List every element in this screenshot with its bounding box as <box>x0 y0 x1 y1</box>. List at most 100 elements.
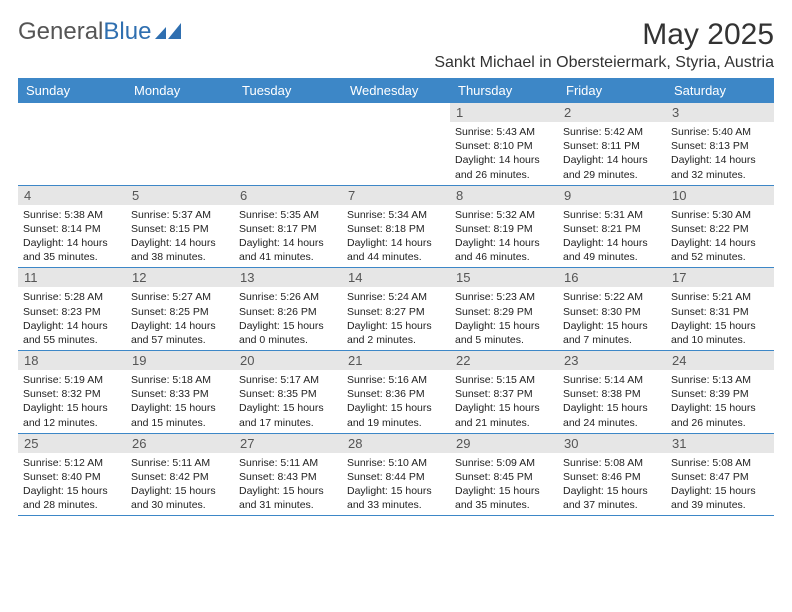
day-cell: 1Sunrise: 5:43 AMSunset: 8:10 PMDaylight… <box>450 103 558 185</box>
day-number: 7 <box>342 186 450 205</box>
sunrise-text: Sunrise: 5:14 AM <box>563 373 661 387</box>
day-cell: 20Sunrise: 5:17 AMSunset: 8:35 PMDayligh… <box>234 351 342 433</box>
sunrise-text: Sunrise: 5:21 AM <box>671 290 769 304</box>
daylight-text: Daylight: 14 hours and 46 minutes. <box>455 236 553 264</box>
brand-part2: Blue <box>103 18 151 46</box>
week-row: 4Sunrise: 5:38 AMSunset: 8:14 PMDaylight… <box>18 186 774 269</box>
weekday-header-row: Sunday Monday Tuesday Wednesday Thursday… <box>18 78 774 103</box>
daylight-text: Daylight: 14 hours and 32 minutes. <box>671 153 769 181</box>
daylight-text: Daylight: 14 hours and 41 minutes. <box>239 236 337 264</box>
sunset-text: Sunset: 8:15 PM <box>131 222 229 236</box>
day-info: Sunrise: 5:19 AMSunset: 8:32 PMDaylight:… <box>18 370 126 433</box>
day-number: 10 <box>666 186 774 205</box>
sunrise-text: Sunrise: 5:40 AM <box>671 125 769 139</box>
sunrise-text: Sunrise: 5:15 AM <box>455 373 553 387</box>
daylight-text: Daylight: 15 hours and 28 minutes. <box>23 484 121 512</box>
day-cell: 16Sunrise: 5:22 AMSunset: 8:30 PMDayligh… <box>558 268 666 350</box>
day-cell: 12Sunrise: 5:27 AMSunset: 8:25 PMDayligh… <box>126 268 234 350</box>
day-cell: 2Sunrise: 5:42 AMSunset: 8:11 PMDaylight… <box>558 103 666 185</box>
day-number: 16 <box>558 268 666 287</box>
day-cell: 26Sunrise: 5:11 AMSunset: 8:42 PMDayligh… <box>126 434 234 516</box>
day-number: 31 <box>666 434 774 453</box>
calendar-page: GeneralBlue May 2025 Sankt Michael in Ob… <box>0 0 792 526</box>
day-cell: 28Sunrise: 5:10 AMSunset: 8:44 PMDayligh… <box>342 434 450 516</box>
brand-logo: GeneralBlue <box>18 18 183 46</box>
day-number: 27 <box>234 434 342 453</box>
day-cell: 15Sunrise: 5:23 AMSunset: 8:29 PMDayligh… <box>450 268 558 350</box>
day-cell: 14Sunrise: 5:24 AMSunset: 8:27 PMDayligh… <box>342 268 450 350</box>
daylight-text: Daylight: 15 hours and 5 minutes. <box>455 319 553 347</box>
day-number: 14 <box>342 268 450 287</box>
daylight-text: Daylight: 14 hours and 29 minutes. <box>563 153 661 181</box>
day-cell: 9Sunrise: 5:31 AMSunset: 8:21 PMDaylight… <box>558 186 666 268</box>
day-info: Sunrise: 5:24 AMSunset: 8:27 PMDaylight:… <box>342 287 450 350</box>
day-cell: 22Sunrise: 5:15 AMSunset: 8:37 PMDayligh… <box>450 351 558 433</box>
sunset-text: Sunset: 8:18 PM <box>347 222 445 236</box>
sunrise-text: Sunrise: 5:32 AM <box>455 208 553 222</box>
daylight-text: Daylight: 14 hours and 44 minutes. <box>347 236 445 264</box>
sunset-text: Sunset: 8:44 PM <box>347 470 445 484</box>
day-number: 11 <box>18 268 126 287</box>
sunrise-text: Sunrise: 5:22 AM <box>563 290 661 304</box>
logo-triangles-icon <box>155 18 183 46</box>
daylight-text: Daylight: 14 hours and 49 minutes. <box>563 236 661 264</box>
sunset-text: Sunset: 8:36 PM <box>347 387 445 401</box>
title-block: May 2025 Sankt Michael in Obersteiermark… <box>434 18 774 72</box>
day-info: Sunrise: 5:13 AMSunset: 8:39 PMDaylight:… <box>666 370 774 433</box>
sunrise-text: Sunrise: 5:16 AM <box>347 373 445 387</box>
daylight-text: Daylight: 15 hours and 33 minutes. <box>347 484 445 512</box>
day-info: Sunrise: 5:08 AMSunset: 8:46 PMDaylight:… <box>558 453 666 516</box>
day-number: 8 <box>450 186 558 205</box>
day-info: Sunrise: 5:27 AMSunset: 8:25 PMDaylight:… <box>126 287 234 350</box>
day-info: Sunrise: 5:28 AMSunset: 8:23 PMDaylight:… <box>18 287 126 350</box>
weekday-header: Saturday <box>666 78 774 103</box>
month-title: May 2025 <box>434 18 774 52</box>
sunset-text: Sunset: 8:30 PM <box>563 305 661 319</box>
sunrise-text: Sunrise: 5:35 AM <box>239 208 337 222</box>
week-row: 1Sunrise: 5:43 AMSunset: 8:10 PMDaylight… <box>18 103 774 186</box>
day-info: Sunrise: 5:11 AMSunset: 8:43 PMDaylight:… <box>234 453 342 516</box>
sunset-text: Sunset: 8:22 PM <box>671 222 769 236</box>
sunrise-text: Sunrise: 5:24 AM <box>347 290 445 304</box>
sunrise-text: Sunrise: 5:17 AM <box>239 373 337 387</box>
day-info: Sunrise: 5:35 AMSunset: 8:17 PMDaylight:… <box>234 205 342 268</box>
sunset-text: Sunset: 8:33 PM <box>131 387 229 401</box>
day-info: Sunrise: 5:11 AMSunset: 8:42 PMDaylight:… <box>126 453 234 516</box>
sunset-text: Sunset: 8:31 PM <box>671 305 769 319</box>
day-info: Sunrise: 5:31 AMSunset: 8:21 PMDaylight:… <box>558 205 666 268</box>
day-cell: 7 Sunrise: 5:34 AMSunset: 8:18 PMDaylight… <box>342 186 450 268</box>
sunset-text: Sunset: 8:13 PM <box>671 139 769 153</box>
sunset-text: Sunset: 8:42 PM <box>131 470 229 484</box>
day-info: Sunrise: 5:16 AMSunset: 8:36 PMDaylight:… <box>342 370 450 433</box>
sunrise-text: Sunrise: 5:43 AM <box>455 125 553 139</box>
sunrise-text: Sunrise: 5:30 AM <box>671 208 769 222</box>
day-info: Sunrise: 5:15 AMSunset: 8:37 PMDaylight:… <box>450 370 558 433</box>
week-row: 25Sunrise: 5:12 AMSunset: 8:40 PMDayligh… <box>18 434 774 517</box>
day-number: 15 <box>450 268 558 287</box>
daylight-text: Daylight: 15 hours and 15 minutes. <box>131 401 229 429</box>
day-cell: 30Sunrise: 5:08 AMSunset: 8:46 PMDayligh… <box>558 434 666 516</box>
day-number: 26 <box>126 434 234 453</box>
day-cell: 6Sunrise: 5:35 AMSunset: 8:17 PMDaylight… <box>234 186 342 268</box>
day-cell: 24Sunrise: 5:13 AMSunset: 8:39 PMDayligh… <box>666 351 774 433</box>
sunset-text: Sunset: 8:27 PM <box>347 305 445 319</box>
day-info: Sunrise: 5:22 AMSunset: 8:30 PMDaylight:… <box>558 287 666 350</box>
day-number: 28 <box>342 434 450 453</box>
sunset-text: Sunset: 8:21 PM <box>563 222 661 236</box>
day-number: 18 <box>18 351 126 370</box>
sunset-text: Sunset: 8:14 PM <box>23 222 121 236</box>
day-number: 20 <box>234 351 342 370</box>
day-number: 6 <box>234 186 342 205</box>
sunset-text: Sunset: 8:37 PM <box>455 387 553 401</box>
day-info: Sunrise: 5:10 AMSunset: 8:44 PMDaylight:… <box>342 453 450 516</box>
sunset-text: Sunset: 8:46 PM <box>563 470 661 484</box>
weekday-header: Wednesday <box>342 78 450 103</box>
calendar-grid: Sunday Monday Tuesday Wednesday Thursday… <box>18 78 774 516</box>
daylight-text: Daylight: 14 hours and 26 minutes. <box>455 153 553 181</box>
day-number <box>234 103 342 107</box>
daylight-text: Daylight: 14 hours and 52 minutes. <box>671 236 769 264</box>
sunrise-text: Sunrise: 5:34 AM <box>347 208 445 222</box>
day-cell: 11Sunrise: 5:28 AMSunset: 8:23 PMDayligh… <box>18 268 126 350</box>
day-number: 29 <box>450 434 558 453</box>
day-cell: 27Sunrise: 5:11 AMSunset: 8:43 PMDayligh… <box>234 434 342 516</box>
